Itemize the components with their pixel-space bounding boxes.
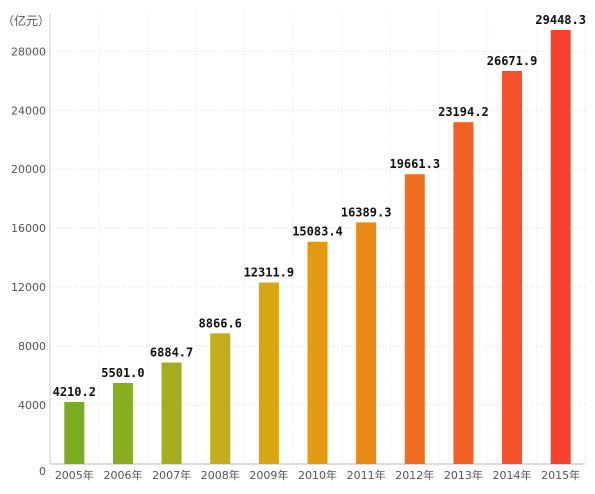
x-tick-label: 2014年 xyxy=(493,468,532,482)
bar xyxy=(210,333,231,464)
labels: 4210.2 2005年 5501.0 2006年 6884.7 2007年 8866.6 2… xyxy=(53,13,586,482)
y-tick-label: 4000 xyxy=(18,399,46,412)
x-tick-label: 2013年 xyxy=(444,468,483,482)
y-axis-unit-label: （亿元） xyxy=(2,13,50,28)
x-tick-label: 2009年 xyxy=(249,468,288,482)
y-tick-label: 0 xyxy=(39,465,46,478)
bar xyxy=(307,241,328,464)
data-label: 4210.2 xyxy=(53,385,96,399)
data-label: 8866.6 xyxy=(199,316,242,330)
x-tick-label: 2012年 xyxy=(395,468,434,482)
x-tick-label: 2008年 xyxy=(201,468,240,482)
bar xyxy=(64,401,85,464)
bar xyxy=(453,122,474,464)
y-tick-label: 28000 xyxy=(11,45,46,58)
bar xyxy=(404,174,425,464)
x-tick-label: 2005年 xyxy=(55,468,94,482)
y-tick-label: 12000 xyxy=(11,281,46,294)
x-tick-label: 2006年 xyxy=(103,468,142,482)
bar xyxy=(550,30,571,464)
y-tick-label: 24000 xyxy=(11,104,46,117)
x-tick-label: 2015年 xyxy=(541,468,580,482)
bar xyxy=(356,222,377,464)
data-label: 5501.0 xyxy=(101,366,144,380)
y-tick-label: 16000 xyxy=(11,222,46,235)
data-label: 26671.9 xyxy=(487,54,538,68)
bars xyxy=(64,30,571,465)
bar xyxy=(112,382,133,464)
x-tick-label: 2007年 xyxy=(152,468,191,482)
bar xyxy=(161,362,182,464)
bar xyxy=(258,282,279,464)
x-tick-label: 2011年 xyxy=(347,468,386,482)
data-label: 29448.3 xyxy=(535,13,586,27)
y-tick-label: 8000 xyxy=(18,340,46,353)
x-tick-label: 2010年 xyxy=(298,468,337,482)
bar xyxy=(502,70,523,465)
data-label: 16389.3 xyxy=(341,205,392,219)
axes: 0 4000 8000 12000 16000 20000 24000 28000 xyxy=(11,14,585,478)
data-label: 15083.4 xyxy=(292,225,343,239)
y-tick-label: 20000 xyxy=(11,163,46,176)
data-label: 6884.7 xyxy=(150,346,193,360)
data-label: 23194.2 xyxy=(438,105,489,119)
data-label: 12311.9 xyxy=(244,266,295,280)
data-label: 19661.3 xyxy=(389,157,440,171)
